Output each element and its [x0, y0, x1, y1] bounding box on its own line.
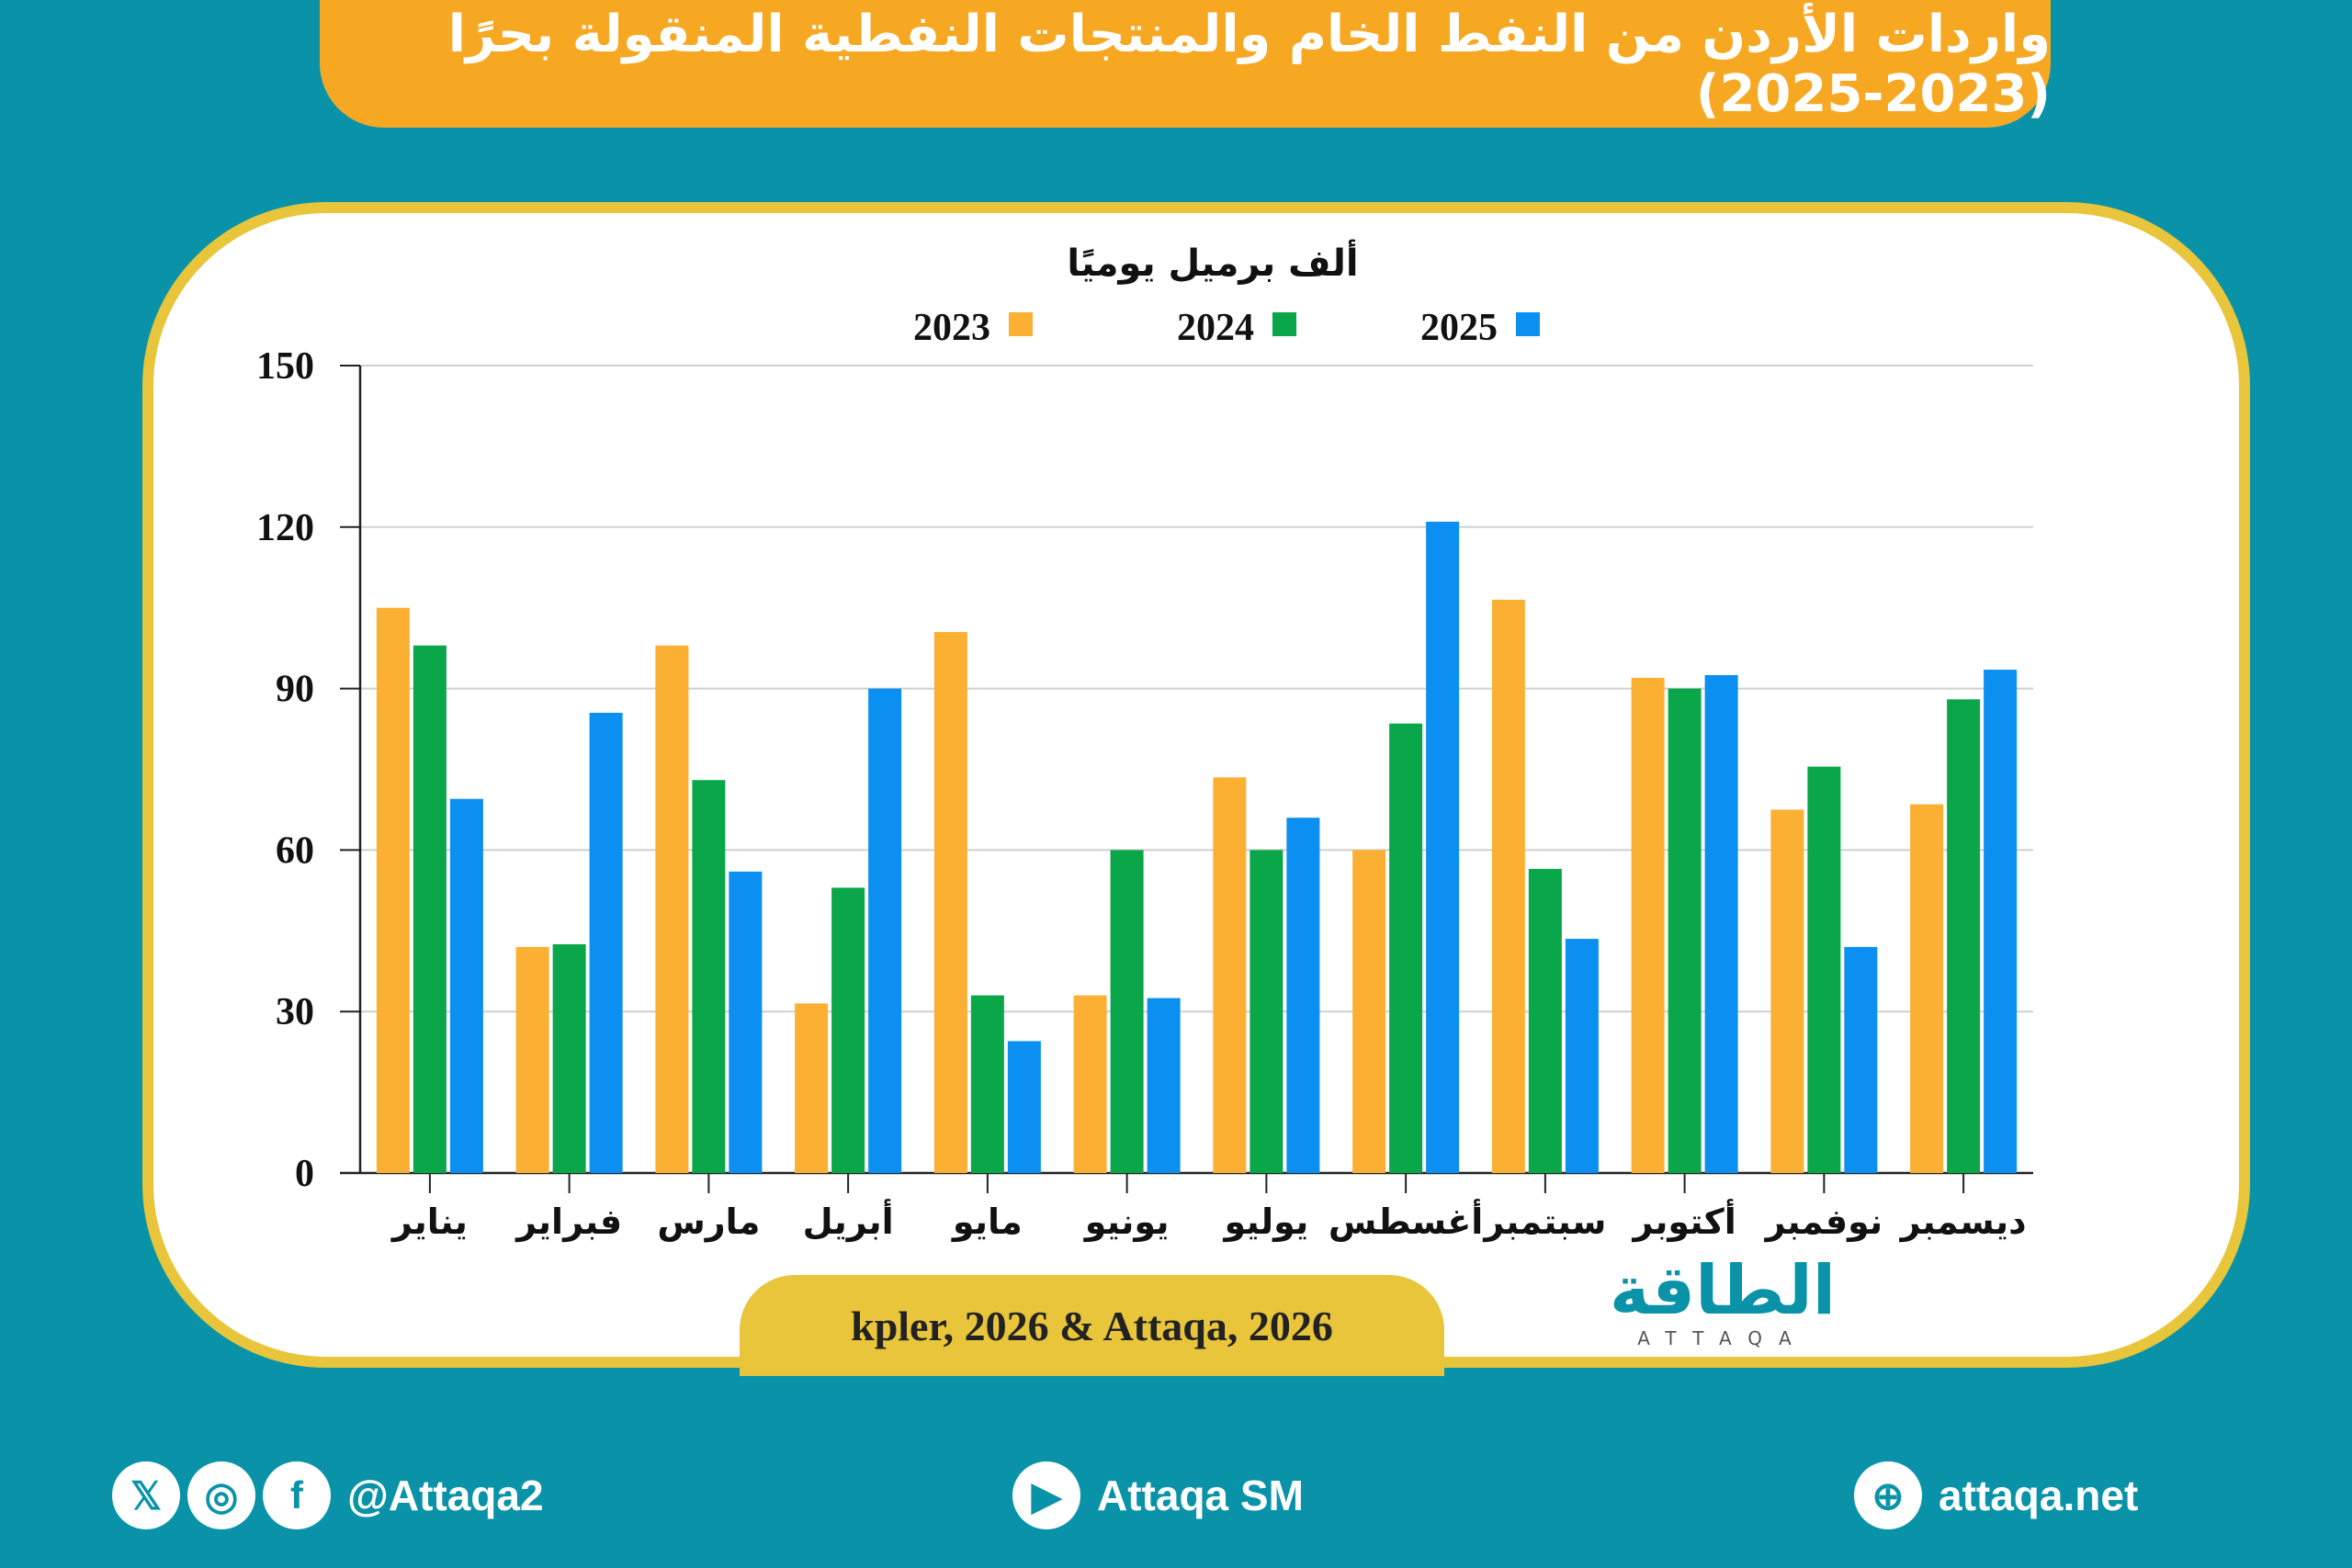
x-tick-label: يناير	[390, 1201, 468, 1242]
bar-2025-7	[1286, 818, 1320, 1173]
legend-swatch-2025	[1516, 312, 1540, 336]
legend-label-2023: 2023	[913, 307, 990, 349]
logo-latin: ATTAQA	[1637, 1327, 1808, 1349]
bar-2023-6	[1073, 995, 1107, 1173]
website-url: attaqa.net	[1939, 1472, 2139, 1519]
bar-2024-12	[1947, 699, 1981, 1173]
facebook-icon[interactable]: f	[263, 1461, 331, 1529]
bar-2024-1	[413, 645, 447, 1173]
x-tick-label: أغسطس	[1329, 1199, 1483, 1242]
social-handle[interactable]: @Attaqa2	[347, 1472, 544, 1519]
bar-2024-4	[831, 887, 865, 1173]
youtube-icon: ▶	[1012, 1461, 1080, 1529]
bar-2023-12	[1910, 804, 1944, 1173]
bar-2023-2	[515, 946, 549, 1173]
bar-2025-8	[1426, 521, 1460, 1173]
title-banner: واردات الأردن من النفط الخام والمنتجات ا…	[320, 0, 2051, 128]
bar-2025-12	[1984, 670, 2018, 1173]
chart-title: واردات الأردن من النفط الخام والمنتجات ا…	[447, 4, 2051, 124]
source-pill: kpler, 2026 & Attaqa, 2026	[740, 1275, 1444, 1376]
bar-2024-7	[1250, 850, 1283, 1173]
bar-2023-4	[795, 1003, 829, 1173]
y-tick-label: 60	[276, 829, 314, 872]
bar-2023-1	[376, 607, 410, 1173]
x-tick-label: يوليو	[1223, 1201, 1309, 1242]
y-tick-label: 120	[256, 507, 314, 549]
website-link[interactable]: ⊕ attaqa.net	[1854, 1459, 2138, 1532]
bar-2025-9	[1565, 939, 1599, 1173]
bar-2024-6	[1110, 850, 1144, 1173]
bar-2024-10	[1668, 688, 1702, 1173]
bar-2023-7	[1213, 777, 1247, 1173]
bar-2025-2	[589, 712, 623, 1173]
bar-2025-10	[1704, 674, 1738, 1173]
source-text: kpler, 2026 & Attaqa, 2026	[851, 1302, 1333, 1349]
bar-2025-1	[449, 798, 483, 1173]
y-tick-label: 150	[256, 345, 314, 388]
bar-2024-2	[552, 943, 586, 1173]
bar-2023-9	[1491, 599, 1525, 1173]
x-tick-label: أكتوبر	[1631, 1199, 1736, 1242]
y-tick-label: 90	[276, 669, 314, 711]
legend-label-2025: 2025	[1420, 307, 1498, 349]
logo-arabic: الطاقة	[1609, 1251, 1837, 1330]
y-tick-label: 0	[295, 1153, 314, 1195]
bar-2023-8	[1352, 850, 1386, 1173]
bar-2023-10	[1631, 677, 1665, 1173]
bar-2023-5	[933, 632, 967, 1173]
x-icon[interactable]: 𝕏	[112, 1461, 180, 1529]
bar-2024-11	[1807, 766, 1841, 1173]
x-tick-label: فبراير	[514, 1201, 622, 1242]
y-tick-label: 30	[276, 991, 314, 1033]
bar-2025-6	[1147, 998, 1181, 1173]
x-tick-label: مايو	[951, 1201, 1023, 1242]
bar-2025-4	[868, 688, 902, 1173]
bar-2023-11	[1770, 809, 1804, 1173]
social-links: 𝕏 ◎ f @Attaqa2	[112, 1459, 544, 1532]
bar-2024-8	[1389, 723, 1423, 1173]
legend-swatch-2023	[1009, 312, 1033, 336]
x-tick-label: أبريل	[803, 1199, 894, 1242]
youtube-channel: Attaqa SM	[1097, 1472, 1304, 1519]
x-tick-label: نوفمبر	[1764, 1201, 1883, 1242]
y-axis-unit-label: ألف برميل يوميًا	[1067, 239, 1358, 285]
x-tick-label: يونيو	[1083, 1201, 1170, 1242]
bar-2024-9	[1528, 868, 1562, 1173]
bar-2023-3	[655, 645, 689, 1173]
legend-label-2024: 2024	[1177, 307, 1254, 349]
bar-2024-5	[970, 995, 1004, 1173]
x-tick-label: مارس	[657, 1201, 760, 1242]
legend-swatch-2024	[1272, 312, 1296, 336]
bar-2025-3	[729, 871, 763, 1173]
x-tick-label: ديسمبر	[1899, 1201, 2027, 1242]
bar-2025-5	[1007, 1041, 1041, 1173]
globe-icon: ⊕	[1854, 1461, 1922, 1529]
instagram-icon[interactable]: ◎	[187, 1461, 255, 1529]
bar-2025-11	[1844, 946, 1878, 1173]
attaqa-logo: الطاقة ATTAQA	[1562, 1251, 1883, 1349]
youtube-link[interactable]: ▶ Attaqa SM	[1012, 1459, 1304, 1532]
bar-2024-3	[692, 780, 726, 1173]
x-tick-label: سبتمبر	[1482, 1201, 1606, 1242]
